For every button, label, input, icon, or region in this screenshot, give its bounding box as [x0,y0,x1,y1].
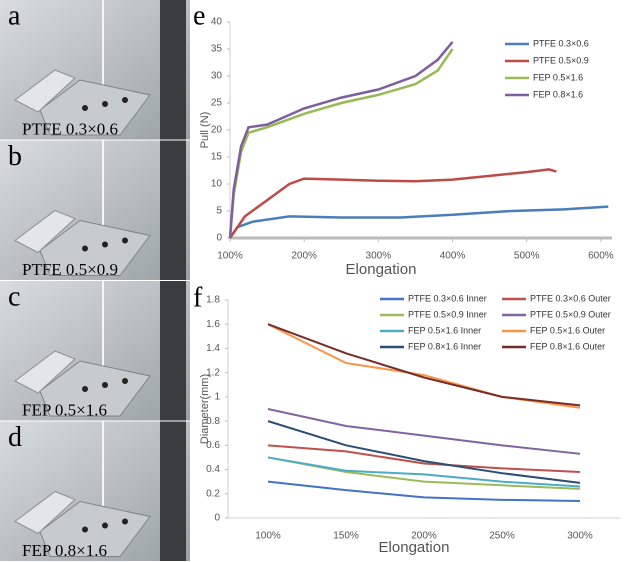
x-tick-label: 300% [567,531,593,542]
x-axis-title: Elongation [346,261,417,278]
clamp-post [160,281,186,421]
photo-caption: PTFE 0.5×0.9 [22,260,118,279]
clamp-block [39,219,151,276]
x-tick-label: 200% [411,531,437,542]
y-tick-label: 35 [211,44,223,55]
series-line [267,323,581,409]
clamp-post [160,140,186,280]
series-line [228,168,557,239]
screw-hole [102,522,108,529]
screw-hole [82,526,88,533]
y-tick-label: 0.2 [206,488,220,499]
legend-label: FEP 0.5×1.6 [533,72,583,82]
y-tick-label: 0.8 [206,416,220,427]
clamp-block [14,209,76,254]
clamp-block [39,500,151,557]
legend-label: PTFE 0.5×0.9 [533,55,589,65]
clamp-post [160,421,186,561]
panel-letter: f [193,282,203,313]
photo-caption: FEP 0.5×1.6 [22,400,107,419]
y-tick-label: 15 [211,152,223,163]
photo-caption: PTFE 0.3×0.6 [22,119,118,138]
panel-letter: c [8,281,20,312]
series-line [228,41,454,239]
y-tick-label: 20 [211,125,223,136]
y-tick-label: 1.8 [206,295,220,306]
screw-hole [122,378,128,384]
photo-column: a PTFE 0.3×0.6b PTFE 0.5×0.9c FEP 0.5×1.6d F… [0,0,190,561]
y-tick-label: 5 [216,206,222,217]
x-tick-label: 300% [366,251,392,262]
x-tick-label: 500% [514,251,540,262]
series-line [228,48,454,239]
clamp-block [39,79,151,136]
screw-hole [82,386,88,392]
legend-label: PTFE 0.3×0.6 Inner [408,293,487,303]
y-tick-label: 25 [211,98,223,109]
y-tick-label: 0 [214,513,220,524]
legend-label: PTFE 0.5×0.9 Outer [530,309,611,319]
x-tick-label: 400% [440,251,466,262]
panel-letter: d [8,422,22,453]
panel-letter: e [193,0,205,31]
screw-hole [102,241,108,248]
legend-label: FEP 0.8×1.6 [533,89,583,99]
screw-hole [122,237,128,244]
y-axis-title: Diameter(mm) [199,374,211,444]
y-tick-label: 40 [211,17,223,28]
clamp-block [39,360,151,417]
clamp-post [160,0,186,140]
x-tick-label: 100% [255,531,281,542]
panel-letter: a [8,0,21,31]
x-tick-label: 150% [333,531,359,542]
panel-letter: b [8,141,22,172]
screw-hole [102,382,108,388]
legend-label: PTFE 0.5×0.9 Inner [408,309,487,319]
clamp-block [14,490,76,535]
screw-hole [82,245,88,252]
y-axis-title: Pull (N) [199,112,211,149]
y-tick-label: 10 [211,179,223,190]
y-tick-label: 0.4 [206,464,220,475]
clamp-block [14,69,76,113]
legend-label: PTFE 0.3×0.6 Outer [530,293,611,303]
series-line [267,456,581,488]
x-axis-title: Elongation [379,539,450,556]
series-line [228,205,609,239]
photo-caption: FEP 0.8×1.6 [22,541,107,560]
y-tick-label: 0.6 [206,440,220,451]
series-line [267,420,581,484]
screw-hole [122,97,128,103]
screw-hole [82,105,88,111]
y-tick-label: 30 [211,71,223,82]
y-tick-label: 0 [216,233,222,244]
legend-label: FEP 0.8×1.6 Outer [530,341,605,351]
x-tick-label: 200% [291,251,317,262]
y-tick-label: 1.4 [206,343,220,354]
legend-label: FEP 0.5×1.6 Inner [408,325,481,335]
clamp-block [14,350,76,394]
legend-label: FEP 0.5×1.6 Outer [530,325,605,335]
screw-hole [102,101,108,107]
series-line [267,480,581,503]
y-tick-label: 1.2 [206,367,220,378]
legend-label: PTFE 0.3×0.6 [533,38,589,48]
x-tick-label: 600% [588,251,614,262]
screw-hole [122,518,128,525]
series-line [267,323,581,407]
series-line [267,444,581,473]
legend-label: FEP 0.8×1.6 Inner [408,341,481,351]
x-tick-label: 250% [489,531,515,542]
y-tick-label: 1 [214,392,220,403]
series-line [267,408,581,455]
y-tick-label: 1.6 [206,319,220,330]
x-tick-label: 100% [217,251,243,262]
